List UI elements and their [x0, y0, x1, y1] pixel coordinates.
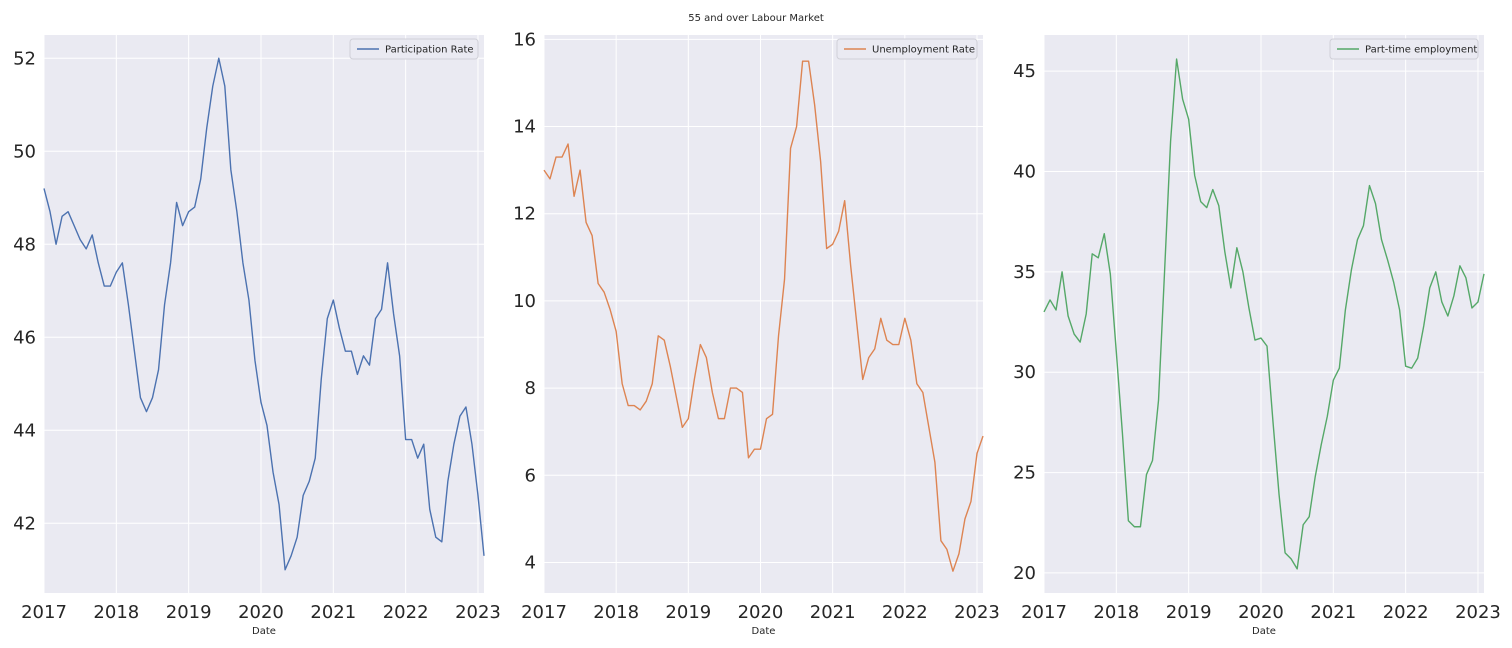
x-tick-label: 2023: [1455, 602, 1501, 623]
y-tick-label: 20: [1013, 563, 1036, 584]
y-tick-label: 46: [13, 327, 36, 348]
x-tick-label: 2023: [455, 602, 501, 623]
series-line-part-time: [1043, 58, 1485, 570]
x-tick-label: 2018: [1093, 602, 1139, 623]
chart-panel-part-time: 20 25 30 35 40 45 2017 2018 2019 2020 2021 2022 2023…: [1013, 35, 1501, 637]
x-axis-label: Date: [1252, 626, 1276, 637]
y-tick-label: 8: [525, 378, 536, 399]
y-tick-label: 10: [513, 291, 536, 312]
y-tick-label: 52: [13, 48, 36, 69]
y-tick-label: 25: [1013, 463, 1036, 484]
y-tick-label: 45: [1013, 61, 1036, 82]
x-tick-label: 2022: [383, 602, 429, 623]
x-tick-label: 2023: [954, 602, 1000, 623]
y-tick-label: 16: [513, 29, 536, 50]
plot-area: [544, 35, 983, 593]
x-axis-label: Date: [752, 626, 776, 637]
chart-panel-participation: 42 44 46 48 50 52 2017 2018 2019 2020 2021 2022 2023…: [13, 35, 501, 637]
y-tick-label: 48: [13, 234, 36, 255]
figure-title: 55 and over Labour Market: [688, 13, 824, 24]
legend: Unemployment Rate: [836, 38, 978, 60]
legend-box: [1329, 38, 1479, 60]
x-tick-label: 2022: [1383, 602, 1429, 623]
legend-box: [836, 38, 978, 60]
plot-area: [1044, 35, 1484, 593]
legend: Participation Rate: [349, 38, 479, 60]
x-axis-label: Date: [252, 626, 276, 637]
x-tick-label: 2017: [1021, 602, 1067, 623]
x-tick-label: 2020: [738, 602, 784, 623]
x-tick-label: 2019: [1166, 602, 1212, 623]
series-line-unemployment: [543, 60, 984, 572]
y-tick-label: 44: [13, 420, 36, 441]
x-tick-label: 2020: [1238, 602, 1284, 623]
x-tick-label: 2018: [593, 602, 639, 623]
y-tick-label: 4: [525, 552, 536, 573]
y-tick-label: 14: [513, 117, 536, 138]
x-tick-label: 2019: [665, 602, 711, 623]
chart-panel-unemployment: 4 6 8 10 12 14 16 2017 2018 2019 2020 2021 2022 2023 D…: [513, 29, 1000, 637]
legend-label: Participation Rate: [385, 45, 474, 56]
x-tick-label: 2018: [93, 602, 139, 623]
legend: Part-time employment: [1329, 38, 1479, 60]
x-tick-label: 2019: [166, 602, 212, 623]
legend-label: Unemployment Rate: [872, 45, 975, 56]
y-tick-label: 35: [1013, 262, 1036, 283]
y-tick-label: 42: [13, 513, 36, 534]
x-tick-label: 2020: [238, 602, 284, 623]
x-tick-label: 2021: [810, 602, 856, 623]
x-tick-label: 2021: [310, 602, 356, 623]
series-line-participation: [43, 57, 485, 571]
legend-box: [349, 38, 479, 60]
y-tick-label: 40: [1013, 161, 1036, 182]
plot-area: [44, 35, 484, 593]
x-tick-label: 2017: [21, 602, 67, 623]
x-tick-label: 2017: [521, 602, 567, 623]
y-tick-label: 12: [513, 204, 536, 225]
y-tick-label: 30: [1013, 362, 1036, 383]
legend-label: Part-time employment: [1365, 45, 1477, 56]
x-tick-label: 2021: [1310, 602, 1356, 623]
y-tick-label: 6: [525, 465, 536, 486]
x-tick-label: 2022: [882, 602, 928, 623]
y-tick-label: 50: [13, 141, 36, 162]
